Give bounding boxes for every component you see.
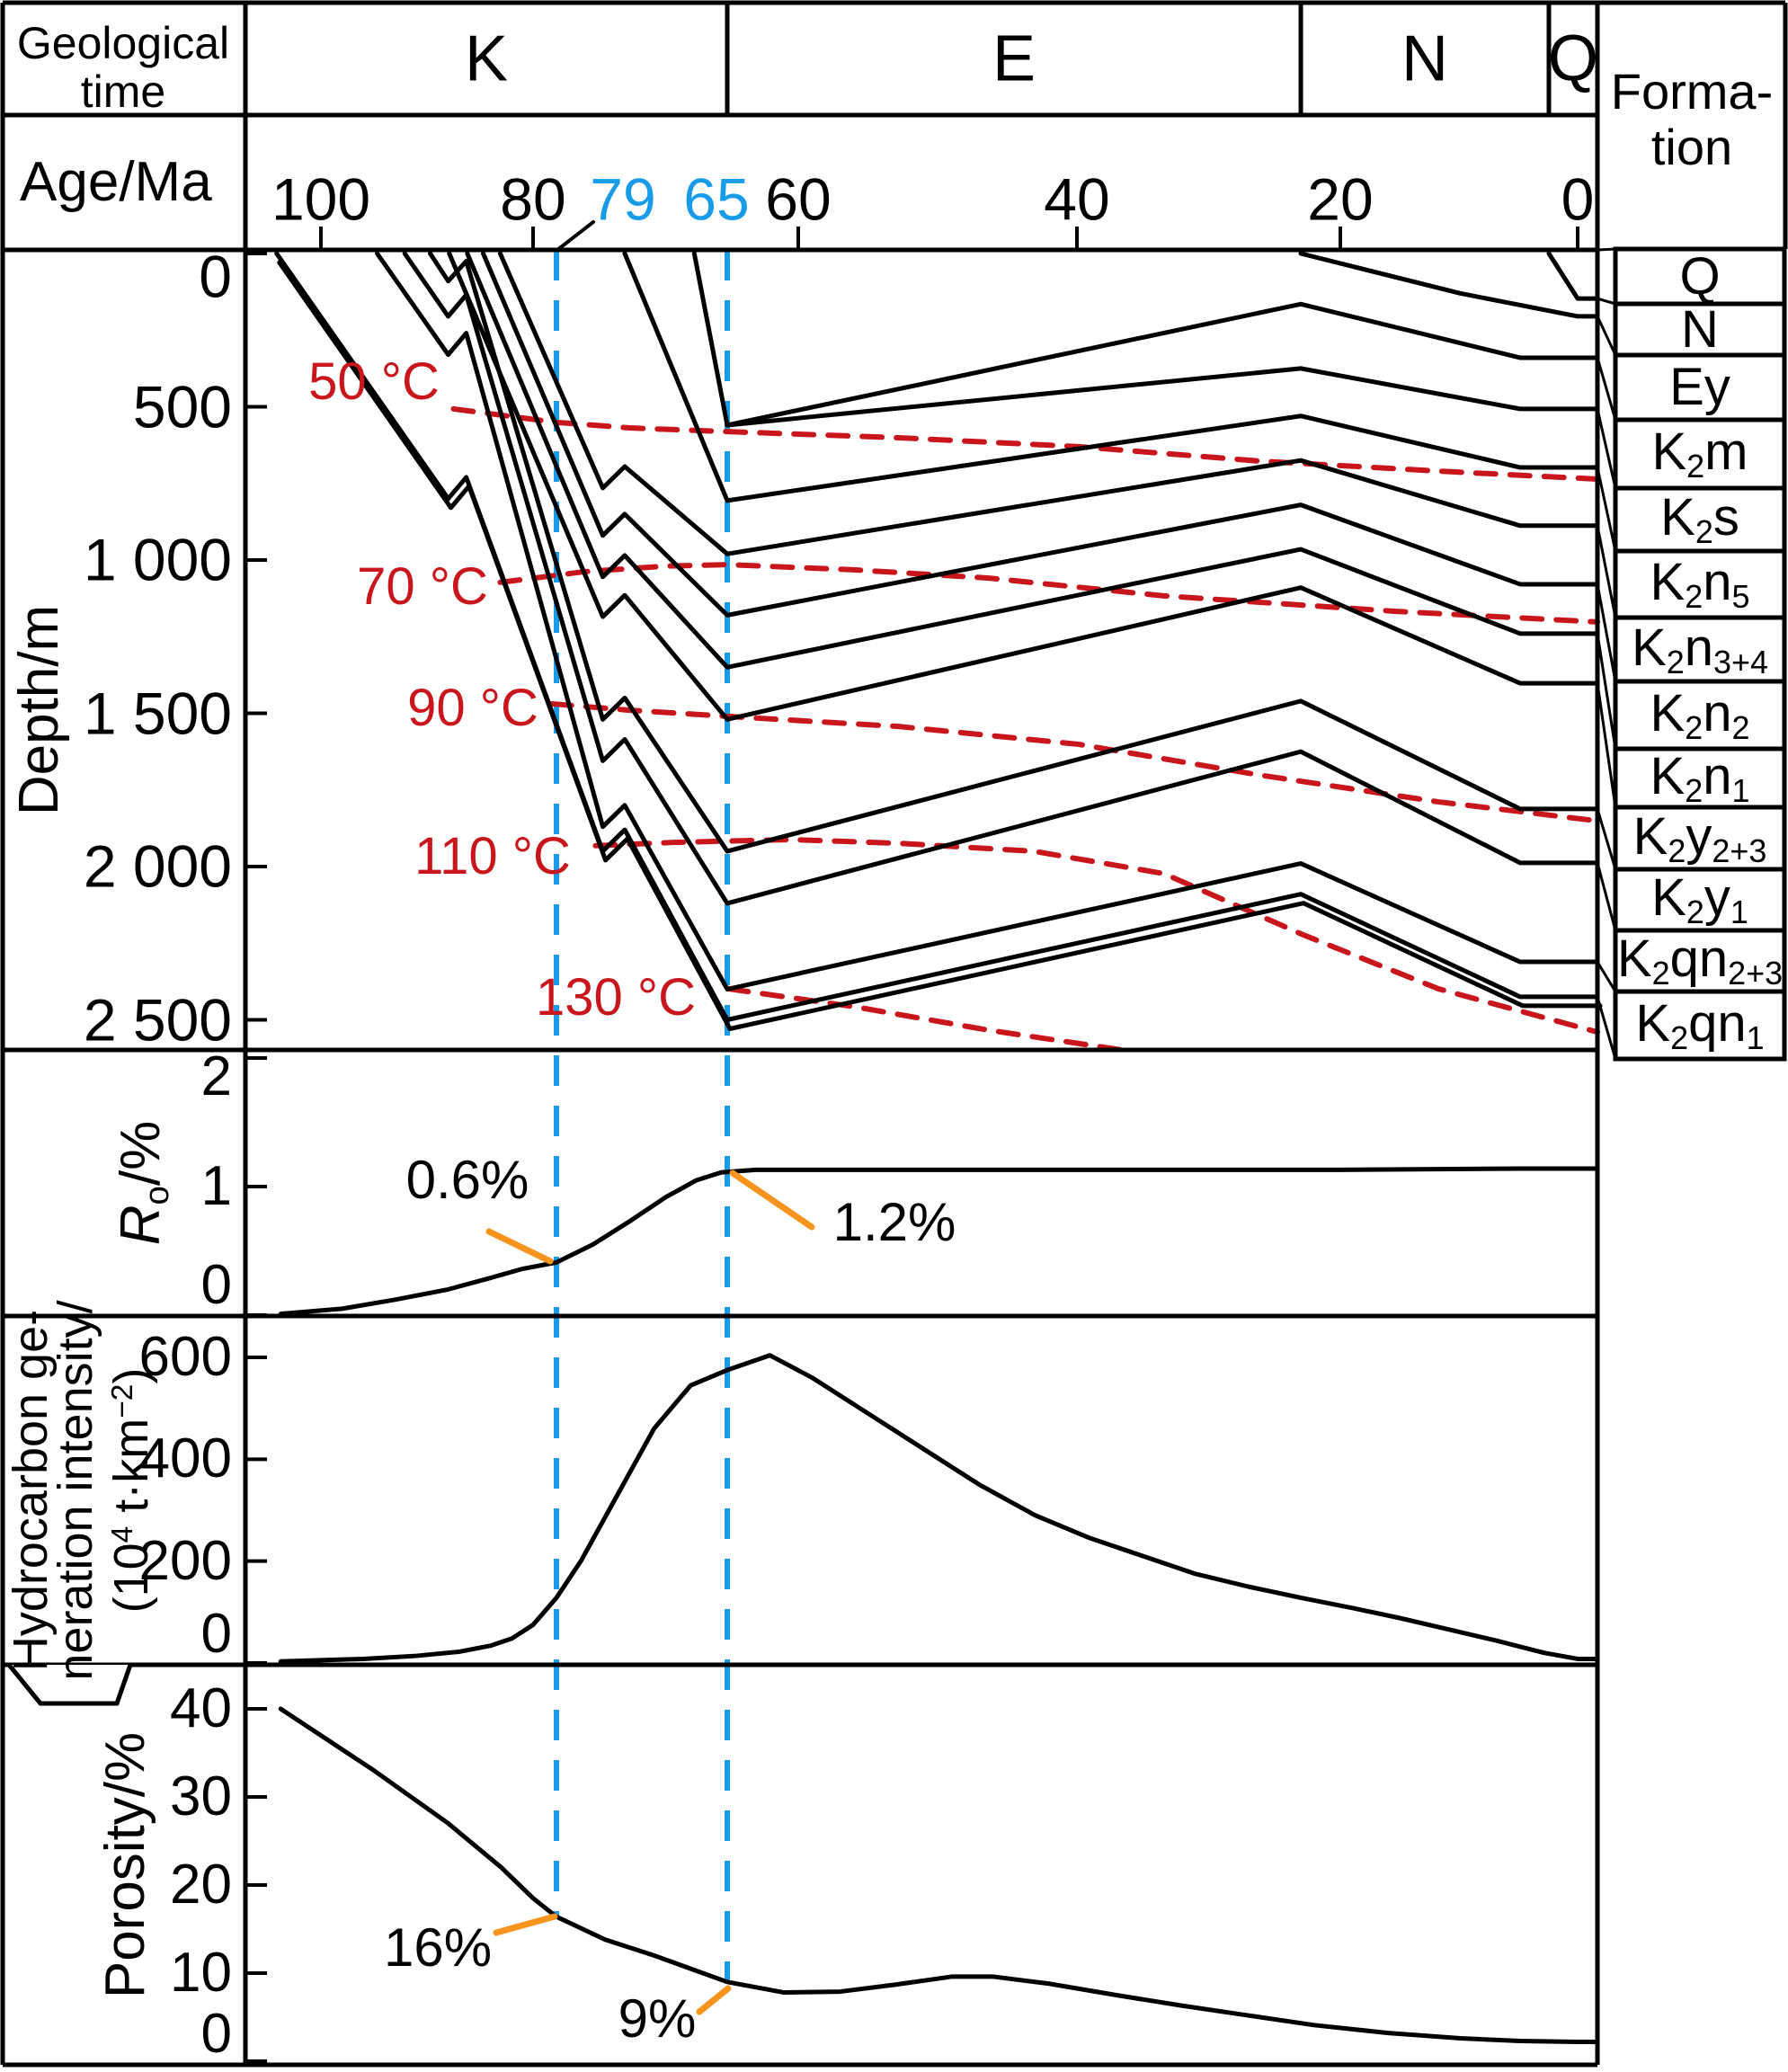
age-tick-100: 100 bbox=[271, 165, 371, 233]
formation-label-K2n2: K2n2 bbox=[1650, 683, 1750, 746]
porosity-tick-10: 10 bbox=[170, 1941, 232, 2004]
hc-tick-200: 200 bbox=[138, 1529, 232, 1592]
ro-tick-2: 2 bbox=[200, 1045, 232, 1107]
isotherm-label-50C: 50 °C bbox=[308, 351, 440, 411]
geological-time-label-line2: time bbox=[80, 67, 166, 117]
age-axis-label: Age/Ma bbox=[20, 150, 212, 213]
porosity-tick-20: 20 bbox=[170, 1853, 232, 1916]
ro-annotation-0.6: 0.6% bbox=[405, 1149, 529, 1210]
formation-label-Q: Q bbox=[1679, 246, 1721, 306]
age-tick-80: 80 bbox=[500, 165, 566, 233]
depth-tick-0: 0 bbox=[199, 243, 232, 310]
depth-tick-1000: 1 000 bbox=[83, 526, 232, 593]
formation-header-line1: Forma- bbox=[1610, 62, 1774, 120]
porosity-tick-0: 0 bbox=[200, 2002, 232, 2065]
hc-tick-400: 400 bbox=[138, 1427, 232, 1490]
isotherm-label-130C: 130 °C bbox=[536, 967, 696, 1027]
porosity-annotation-16: 16% bbox=[383, 1916, 493, 1978]
depth-tick-1500: 1 500 bbox=[83, 680, 232, 747]
hc-tick-0: 0 bbox=[200, 1602, 232, 1665]
formation-label-K2n5: K2n5 bbox=[1650, 552, 1750, 615]
formation-label-K2y2+3: K2y2+3 bbox=[1632, 806, 1767, 869]
age-tick-40: 40 bbox=[1044, 165, 1110, 233]
porosity-tick-30: 30 bbox=[170, 1765, 232, 1827]
age-tick-0: 0 bbox=[1561, 165, 1595, 233]
period-label-N: N bbox=[1401, 22, 1449, 95]
formation-label-K2y1: K2y1 bbox=[1651, 867, 1748, 930]
formation-label-N: N bbox=[1681, 299, 1719, 359]
age-tick-60: 60 bbox=[765, 165, 832, 233]
hc-tick-600: 600 bbox=[138, 1325, 232, 1388]
formation-label-K2n3+4: K2n3+4 bbox=[1632, 618, 1768, 680]
event-age-label-65: 65 bbox=[683, 165, 750, 233]
isotherm-label-70C: 70 °C bbox=[357, 556, 488, 616]
period-label-Q: Q bbox=[1547, 22, 1599, 95]
hc-axis-label-line2: neration intensity/ bbox=[48, 1300, 102, 1681]
ro-tick-1: 1 bbox=[200, 1154, 232, 1217]
formation-label-K2n1: K2n1 bbox=[1650, 746, 1750, 809]
formation-label-K2qn1: K2qn1 bbox=[1635, 993, 1765, 1056]
period-label-K: K bbox=[464, 22, 509, 95]
isotherm-label-110C: 110 °C bbox=[414, 826, 571, 885]
depth-tick-2500: 2 500 bbox=[83, 986, 232, 1054]
depth-axis-label: Depth/m bbox=[7, 604, 70, 816]
formation-header-line2: tion bbox=[1650, 118, 1733, 175]
ro-axis-label: Ro/% bbox=[110, 1120, 176, 1246]
age-tick-20: 20 bbox=[1307, 165, 1374, 233]
ro-tick-0: 0 bbox=[200, 1253, 232, 1316]
formation-label-K2s: K2s bbox=[1660, 487, 1739, 550]
formation-label-K2m: K2m bbox=[1651, 422, 1748, 485]
period-label-E: E bbox=[992, 22, 1036, 95]
event-age-label-79: 79 bbox=[590, 165, 656, 233]
ro-annotation-1.2: 1.2% bbox=[832, 1191, 956, 1252]
porosity-annotation-9: 9% bbox=[618, 1988, 697, 2049]
geological-time-label-line1: Geological bbox=[16, 18, 230, 68]
isotherm-label-90C: 90 °C bbox=[407, 678, 538, 737]
depth-tick-500: 500 bbox=[132, 373, 232, 440]
depth-tick-2000: 2 000 bbox=[83, 832, 232, 900]
porosity-tick-40: 40 bbox=[170, 1676, 232, 1739]
porosity-axis-label: Porosity/% bbox=[93, 1731, 156, 1999]
formation-label-Ey: Ey bbox=[1669, 357, 1730, 416]
formation-label-K2qn2+3: K2qn2+3 bbox=[1616, 929, 1784, 992]
